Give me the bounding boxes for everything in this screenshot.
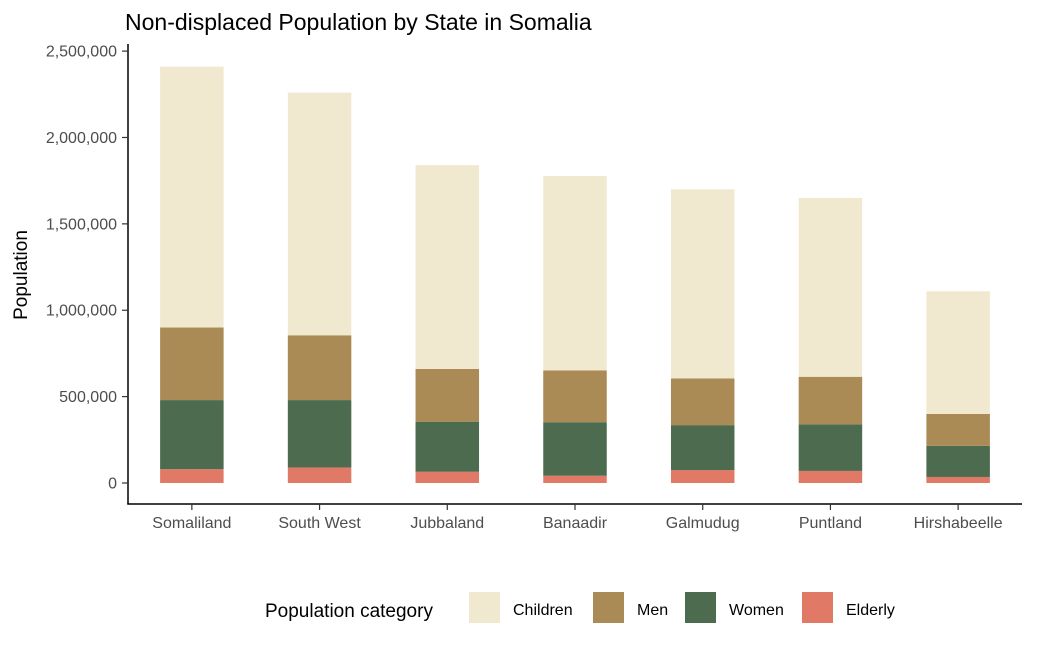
bar-jubbaland-elderly <box>415 471 480 483</box>
bar-jubbaland-women <box>415 421 480 472</box>
bar-somaliland-women <box>160 400 224 470</box>
y-tick-label: 1,000,000 <box>46 303 117 320</box>
x-tick-label-puntland: Puntland <box>799 515 862 532</box>
legend-label-men: Men <box>637 602 668 619</box>
legend-key-elderly <box>802 592 833 623</box>
bar-galmudug-children <box>670 189 735 379</box>
x-tick-label-galmudug: Galmudug <box>666 515 740 532</box>
bar-banaadir-women <box>543 422 607 476</box>
legend-label-elderly: Elderly <box>846 602 895 619</box>
y-tick-label: 2,500,000 <box>46 44 117 61</box>
bar-south-west-men <box>287 335 352 401</box>
bar-hirshabeelle-women <box>926 445 990 477</box>
y-tick-label: 500,000 <box>59 389 117 406</box>
bar-somaliland-children <box>160 66 224 328</box>
y-axis-title: Population <box>11 230 32 320</box>
legend-key-men <box>593 592 624 623</box>
bar-somaliland-elderly <box>160 469 224 483</box>
bar-jubbaland-children <box>415 165 480 369</box>
chart-title: Non-displaced Population by State in Som… <box>125 9 592 35</box>
legend-title: Population category <box>265 601 433 622</box>
bar-hirshabeelle-children <box>926 291 990 414</box>
bar-galmudug-men <box>670 378 735 426</box>
y-tick-label: 1,500,000 <box>46 216 117 233</box>
bar-puntland-men <box>798 376 863 425</box>
bar-hirshabeelle-men <box>926 413 990 446</box>
bar-banaadir-children <box>543 176 607 371</box>
legend-key-women <box>685 592 716 623</box>
bars-layer <box>160 66 990 483</box>
bar-puntland-elderly <box>798 470 863 483</box>
legend-key-children <box>469 592 500 623</box>
x-tick-label-somaliland: Somaliland <box>152 515 231 532</box>
x-tick-label-south-west: South West <box>278 515 361 532</box>
bar-banaadir-men <box>543 370 607 423</box>
bar-somaliland-men <box>160 327 224 401</box>
bar-jubbaland-men <box>415 368 480 422</box>
bar-galmudug-elderly <box>670 470 735 483</box>
bar-hirshabeelle-elderly <box>926 476 990 483</box>
bar-south-west-women <box>287 400 352 468</box>
legend-label-women: Women <box>729 602 784 619</box>
bar-puntland-children <box>798 197 863 377</box>
bar-south-west-children <box>287 92 352 336</box>
y-tick-label: 0 <box>108 476 117 493</box>
y-axis-ticks: 0 500,000 1,000,000 1,500,000 2,000,000 2,500… <box>46 44 128 493</box>
bar-puntland-women <box>798 424 863 471</box>
bar-south-west-elderly <box>287 467 352 483</box>
legend: Population category Children Men Women Elde… <box>265 592 895 623</box>
x-tick-label-jubbaland: Jubbaland <box>410 515 484 532</box>
bar-banaadir-elderly <box>543 475 607 483</box>
y-tick-label: 2,000,000 <box>46 130 117 147</box>
bar-galmudug-women <box>670 425 735 471</box>
x-tick-label-hirshabeelle: Hirshabeelle <box>914 515 1003 532</box>
x-axis-ticks: Somaliland South West Jubbaland Banaadir Gal… <box>152 504 1003 532</box>
x-tick-label-banaadir: Banaadir <box>543 515 608 532</box>
legend-label-children: Children <box>513 602 573 619</box>
